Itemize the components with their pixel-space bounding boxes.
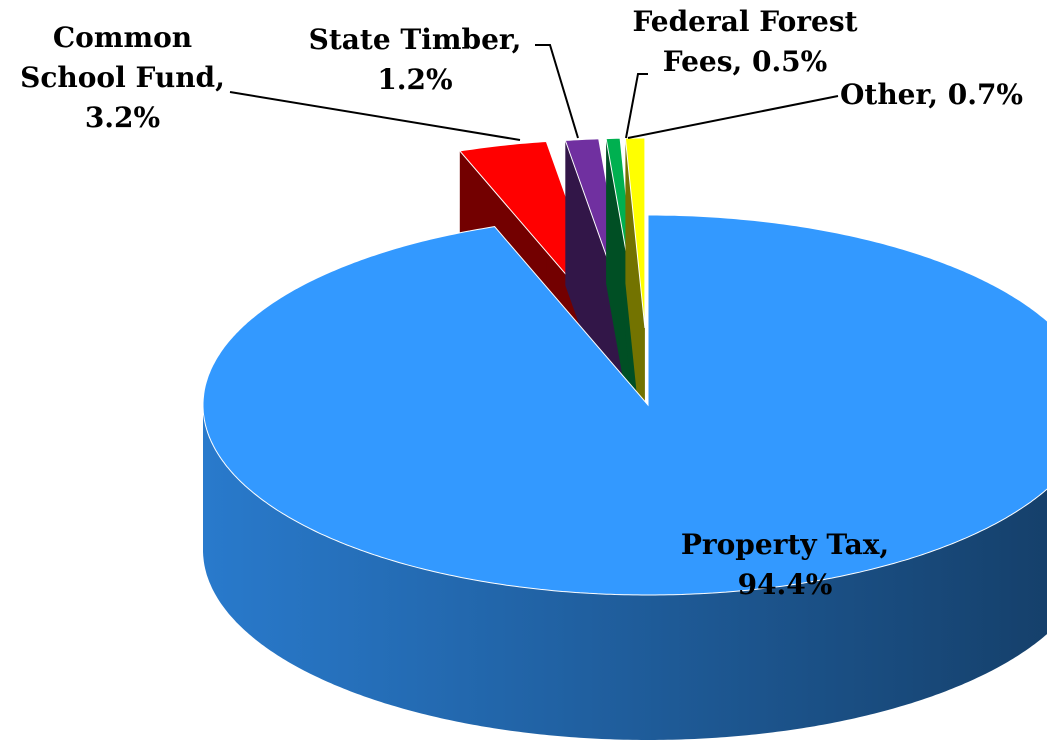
leader-line (625, 73, 648, 139)
data-label: Property Tax, 94.4% (680, 528, 890, 601)
slice (202, 214, 1047, 596)
leader-line (535, 44, 579, 139)
data-label: Federal Forest Fees, 0.5% (632, 5, 858, 78)
slice (624, 137, 646, 329)
data-label: State Timber, 1.2% (308, 23, 522, 96)
data-label: Common School Fund, 3.2% (20, 21, 225, 134)
slice-wall (203, 405, 1047, 740)
leader-line (229, 91, 521, 141)
leader-line (627, 95, 839, 139)
data-label: Other, 0.7% (840, 78, 1024, 111)
slice-side (625, 138, 645, 473)
slices (202, 137, 1047, 740)
